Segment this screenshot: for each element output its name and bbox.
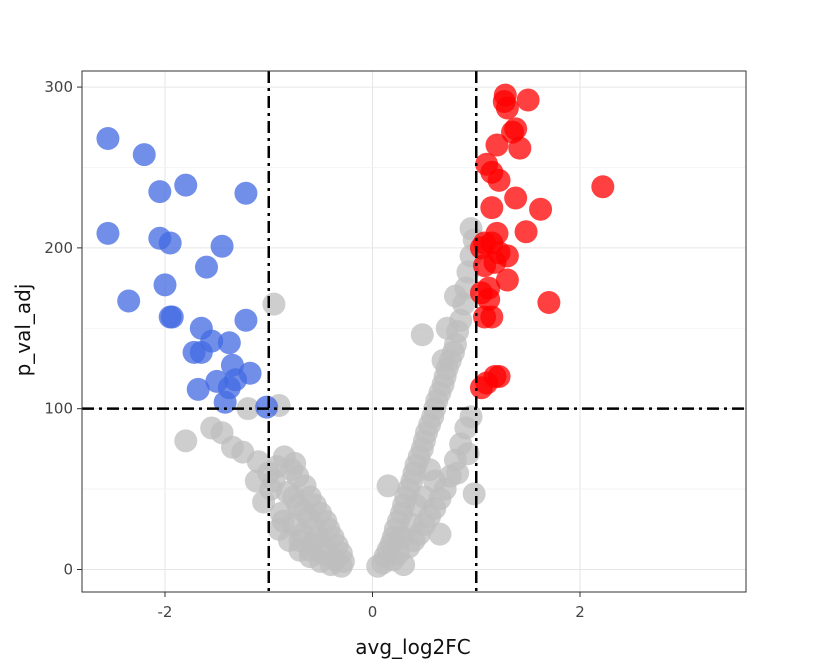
y-tick-label: 200 — [44, 239, 73, 257]
data-point-down — [153, 273, 177, 297]
data-point-down — [148, 180, 172, 204]
data-point-up — [495, 96, 519, 120]
data-point-up — [591, 175, 615, 199]
data-point-ns — [446, 461, 470, 485]
data-point-ns — [456, 442, 480, 466]
data-point-down — [96, 127, 120, 151]
data-point-ns — [444, 284, 467, 308]
data-point-ns — [244, 469, 268, 493]
data-point-ns — [265, 455, 289, 479]
data-point-up — [473, 254, 497, 278]
data-point-ns — [282, 485, 306, 509]
data-point-down — [186, 377, 210, 401]
data-point-ns — [283, 451, 307, 475]
data-point-up — [504, 186, 528, 210]
data-point-up — [485, 133, 509, 157]
data-point-ns — [174, 429, 198, 453]
data-point-up — [469, 376, 493, 400]
data-point-ns — [428, 522, 452, 546]
data-point-ns — [390, 525, 414, 549]
data-point-ns — [376, 474, 400, 498]
y-tick-label: 100 — [44, 400, 73, 418]
data-point-up — [529, 197, 553, 221]
data-point-down — [210, 234, 234, 258]
data-point-up — [487, 168, 511, 192]
data-point-down — [96, 221, 120, 245]
data-point-ns — [262, 292, 286, 316]
data-point-down — [132, 143, 156, 167]
data-point-ns — [423, 469, 447, 493]
data-point-down — [189, 340, 213, 364]
data-point-ns — [462, 482, 486, 506]
data-point-ns — [410, 323, 434, 347]
data-point-up — [473, 305, 497, 329]
x-tick-label: -2 — [158, 603, 173, 621]
y-tick-label: 300 — [44, 78, 73, 96]
data-point-down — [217, 331, 241, 355]
data-point-ns — [298, 538, 322, 562]
threshold-lines — [82, 71, 746, 592]
data-point-up — [477, 287, 501, 311]
data-point-ns — [435, 316, 459, 340]
data-point-down — [213, 390, 237, 414]
data-point-down — [158, 231, 182, 255]
data-point-down — [195, 255, 218, 279]
data-point-ns — [431, 348, 455, 372]
x-axis-ticks: -2 0 2 — [158, 592, 585, 621]
y-axis-ticks: 0 100 200 300 — [44, 78, 82, 578]
y-axis-title: p_val_adj — [11, 284, 35, 377]
data-point-up — [514, 220, 538, 244]
data-points — [96, 83, 615, 578]
data-point-down — [174, 173, 198, 197]
x-tick-label: 2 — [575, 603, 585, 621]
data-point-down — [255, 395, 279, 419]
data-point-up — [504, 117, 528, 141]
data-point-up — [516, 88, 540, 112]
data-point-down — [234, 181, 258, 205]
data-point-up — [480, 196, 504, 220]
data-point-up — [495, 268, 519, 292]
data-point-up — [508, 136, 532, 160]
data-point-down — [160, 305, 184, 329]
x-tick-label: 0 — [368, 603, 378, 621]
data-point-ns — [271, 509, 295, 533]
data-point-ns — [404, 493, 428, 517]
y-tick-label: 0 — [63, 560, 73, 578]
data-point-down — [234, 308, 258, 332]
data-point-down — [117, 289, 141, 313]
x-axis-title: avg_log2FC — [355, 635, 470, 659]
plot-border — [81, 70, 747, 593]
data-point-ns — [236, 397, 260, 421]
data-point-up — [537, 291, 561, 315]
